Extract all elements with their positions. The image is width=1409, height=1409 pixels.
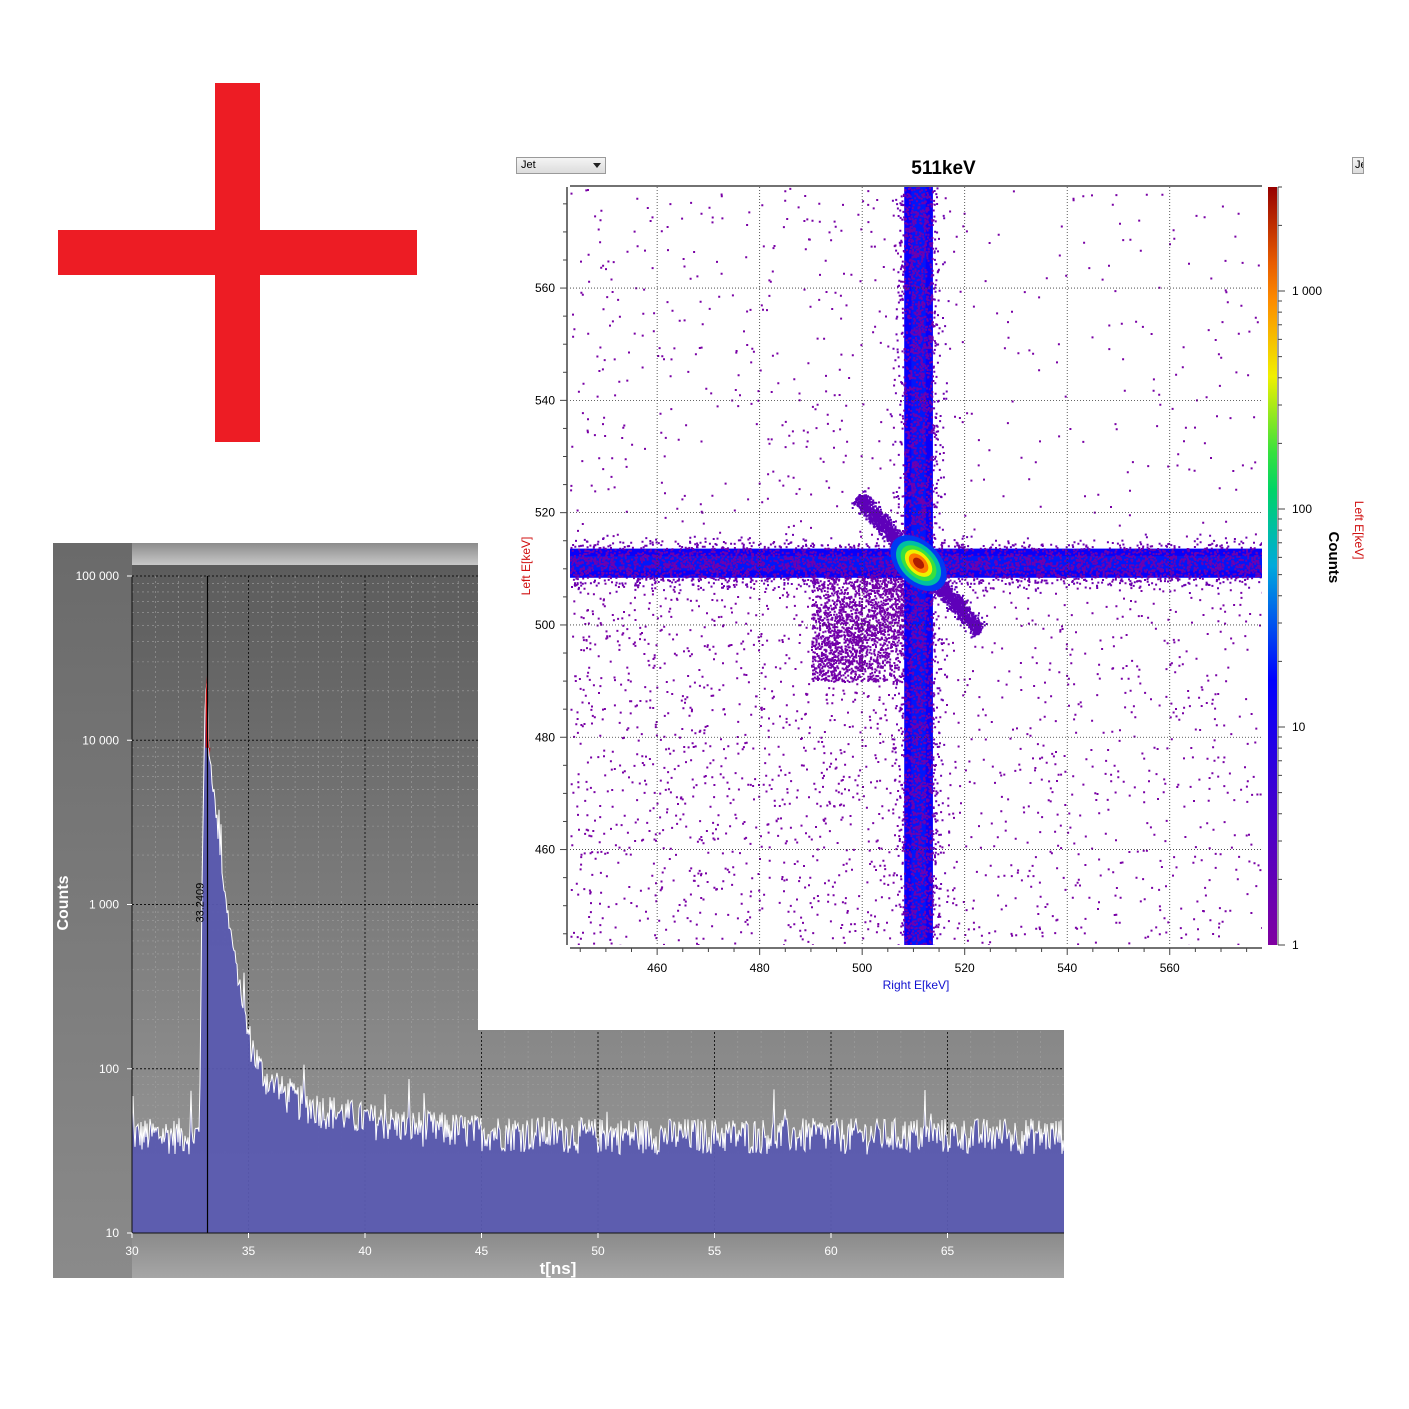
hist-y-axis-label: Counts <box>55 875 72 930</box>
heatmap-x-axis-label: Right E[keV] <box>883 978 950 992</box>
heatmap-x-tick-label: 540 <box>1057 961 1077 975</box>
heatmap-cells <box>570 187 1262 945</box>
heatmap-y-tick-label: 480 <box>535 730 555 744</box>
hist-marker-label: 33.2409 <box>195 883 207 923</box>
heatmap-peak-level <box>913 557 925 569</box>
colorbar-label: Counts <box>1325 532 1342 584</box>
heatmap-y-tick-label: 540 <box>535 393 555 407</box>
hist-left-margin <box>53 543 132 1278</box>
right-colormap-dropdown-label: Je <box>1355 159 1363 171</box>
colorbar-tick-label: 1 000 <box>1292 284 1322 298</box>
colormap-dropdown[interactable]: Jet <box>516 157 606 174</box>
heatmap-title: 511keV <box>911 158 976 179</box>
hist-series-line <box>131 683 1065 1156</box>
heatmap-y-tick-label: 500 <box>535 618 555 632</box>
hist-x-tick-label: 35 <box>242 1244 256 1258</box>
colorbar <box>1268 187 1277 945</box>
chevron-down-icon <box>593 163 601 168</box>
hist-bottom-margin <box>132 1233 1064 1278</box>
hist-y-tick-label: 100 000 <box>76 569 120 583</box>
heatmap-axes: 460 480 500 520 540 560 460 480 500 520 540 560 Righ… <box>519 185 1366 992</box>
heatmap-band-edge-cells <box>570 187 1262 945</box>
heatmap-x-tick-label: 460 <box>647 961 667 975</box>
heatmap-diffuse-cells <box>811 568 921 684</box>
heatmap-y-axis-label: Left E[keV] <box>519 537 533 596</box>
heatmap-x-tick-label: 520 <box>955 961 975 975</box>
hist-x-tick-label: 45 <box>475 1244 489 1258</box>
hist-x-tick-label: 55 <box>708 1244 722 1258</box>
energy-heatmap-chart: 460 480 500 520 540 560 460 480 500 520 540 560 Righ… <box>519 185 1366 992</box>
hist-y-tick-label: 100 <box>99 1062 119 1076</box>
hist-x-tick-label: 30 <box>125 1244 139 1258</box>
right-clipped-axis-label: Left E[keV] <box>1352 501 1366 560</box>
heatmap-x-tick-label: 500 <box>852 961 872 975</box>
heatmap-y-tick-label: 460 <box>535 843 555 857</box>
colorbar-tick-label: 100 <box>1292 502 1312 516</box>
heatmap-panel: Jet Je 511keV 460 480 500 520 540 560 460 480 50… <box>478 140 1409 1030</box>
hist-x-tick-label: 40 <box>358 1244 372 1258</box>
cross-horizontal-bar <box>58 230 417 275</box>
hist-series-area <box>132 683 1064 1233</box>
heatmap-x-tick-label: 560 <box>1160 961 1180 975</box>
colormap-dropdown-label: Jet <box>521 159 536 171</box>
heatmap-x-tick-label: 480 <box>750 961 770 975</box>
hist-x-tick-label: 60 <box>824 1244 838 1258</box>
colorbar-tick-label: 10 <box>1292 720 1306 734</box>
hist-x-tick-label: 50 <box>591 1244 605 1258</box>
right-colormap-dropdown[interactable]: Je <box>1352 157 1364 174</box>
hist-y-tick-label: 10 <box>106 1226 120 1240</box>
hist-x-tick-label: 65 <box>941 1244 955 1258</box>
hist-data: 33.2409 <box>131 576 1065 1233</box>
hist-x-axis-label: t[ns] <box>540 1259 577 1278</box>
hist-y-tick-label: 1 000 <box>89 898 119 912</box>
hist-axes: 10 100 1 000 10 000 100 000 30 35 40 45 50 55 60 65 t… <box>55 569 1064 1278</box>
hist-y-tick-label: 10 000 <box>82 733 119 747</box>
colorbar-tick-label: 1 <box>1292 938 1299 952</box>
heatmap-y-tick-label: 520 <box>535 506 555 520</box>
heatmap-grid <box>570 187 1262 945</box>
hist-peak-highlight <box>205 675 211 757</box>
heatmap-y-tick-label: 560 <box>535 281 555 295</box>
